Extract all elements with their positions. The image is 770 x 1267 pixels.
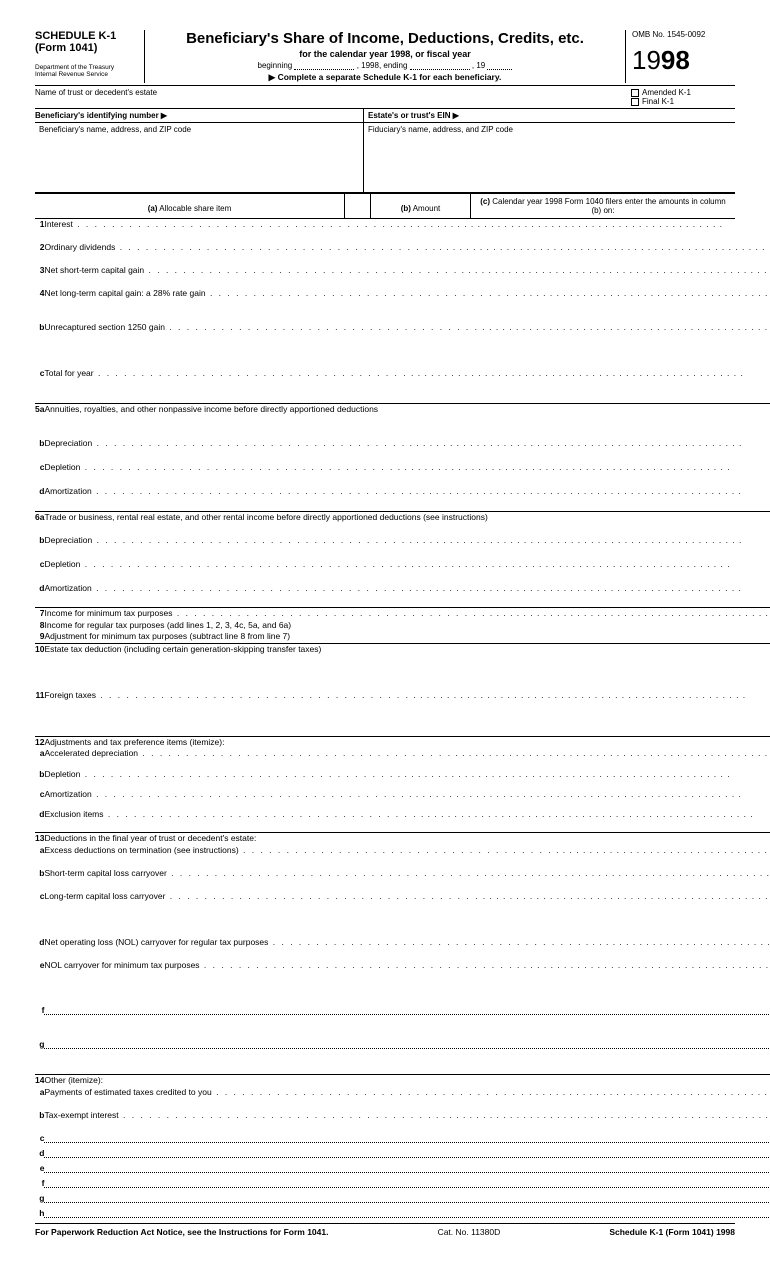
line-14h: h14h	[35, 1208, 770, 1223]
line-14d: d14d	[35, 1148, 770, 1163]
line-3: 3Net short-term capital gain . . . . . .…	[35, 265, 770, 288]
col-num-header	[345, 194, 371, 218]
line-6a: 6aTrade or business, rental real estate,…	[35, 511, 770, 534]
line-6d: dAmortization . . . . . . . . . . . . . …	[35, 583, 770, 608]
line-12c: cAmortization . . . . . . . . . . . . . …	[35, 789, 770, 809]
col-b-header: (b) Amount	[371, 194, 471, 218]
line-14c-field[interactable]	[44, 1133, 770, 1143]
line-14d-field[interactable]	[44, 1148, 770, 1158]
line-12a: aAccelerated depreciation . . . . . . . …	[35, 748, 770, 768]
line-13: 13Deductions in the final year of trust …	[35, 833, 770, 845]
header-left: SCHEDULE K-1 (Form 1041) Department of t…	[35, 30, 145, 83]
line-13f-field[interactable]	[44, 1005, 770, 1015]
address-row: Beneficiary's name, address, and ZIP cod…	[35, 123, 735, 193]
column-headers: (a) (a) Allocable share itemAllocable sh…	[35, 193, 735, 219]
line-1: 1Interest . . . . . . . . . . . . . . . …	[35, 219, 770, 242]
line-14h-field[interactable]	[44, 1208, 770, 1218]
id-row: Beneficiary's identifying number ▶ Estat…	[35, 109, 735, 123]
line-9: 9Adjustment for minimum tax purposes (su…	[35, 631, 770, 643]
beneficiary-address-label: Beneficiary's name, address, and ZIP cod…	[35, 123, 364, 192]
line-14b: bTax-exempt interest . . . . . . . . . .…	[35, 1110, 770, 1133]
end-date-field[interactable]	[410, 62, 470, 70]
line-13f: f13fInclude on the applicable line of th…	[35, 1005, 770, 1039]
line-8: 8Income for regular tax purposes (add li…	[35, 620, 770, 631]
footer-notice: For Paperwork Reduction Act Notice, see …	[35, 1227, 328, 1237]
form-footer: For Paperwork Reduction Act Notice, see …	[35, 1223, 735, 1237]
final-checkbox[interactable]	[631, 98, 639, 106]
footer-formid: Schedule K-1 (Form 1041) 1998	[609, 1227, 735, 1237]
line-11: 11Foreign taxes . . . . . . . . . . . . …	[35, 690, 770, 736]
line-14: 14Other (itemize):	[35, 1075, 770, 1087]
col-a-header: (a) (a) Allocable share itemAllocable sh…	[35, 194, 345, 218]
line-13b: bShort-term capital loss carryover . . .…	[35, 868, 770, 891]
line-5b: bDepreciation . . . . . . . . . . . . . …	[35, 438, 770, 462]
line-14e-field[interactable]	[44, 1163, 770, 1173]
line-10: 10Estate tax deduction (including certai…	[35, 643, 770, 689]
end-year-field[interactable]	[487, 62, 512, 70]
schedule-label: SCHEDULE K-1	[35, 30, 140, 42]
line-4b: bUnrecaptured section 1250 gain . . . . …	[35, 322, 770, 368]
line-13c: cLong-term capital loss carryover . . . …	[35, 891, 770, 937]
line-14e: e14e	[35, 1163, 770, 1178]
line-5d: dAmortization . . . . . . . . . . . . . …	[35, 486, 770, 511]
form-body-table: 1Interest . . . . . . . . . . . . . . . …	[35, 219, 770, 1223]
form-header: SCHEDULE K-1 (Form 1041) Department of t…	[35, 30, 735, 86]
line-14a: aPayments of estimated taxes credited to…	[35, 1087, 770, 1110]
line-12d: dExclusion items . . . . . . . . . . . .…	[35, 809, 770, 832]
form-subtitle: for the calendar year 1998, or fiscal ye…	[151, 49, 619, 59]
amended-checkbox[interactable]	[631, 89, 639, 97]
form-number: (Form 1041)	[35, 42, 140, 54]
line-12b: bDepletion . . . . . . . . . . . . . . .…	[35, 769, 770, 789]
begin-date-field[interactable]	[294, 62, 354, 70]
line-5a: 5aAnnuities, royalties, and other nonpas…	[35, 403, 770, 438]
fiduciary-address-label: Fiduciary's name, address, and ZIP code	[364, 123, 735, 192]
line-6c: cDepletion . . . . . . . . . . . . . . .…	[35, 559, 770, 583]
dept-label: Department of the Treasury Internal Reve…	[35, 64, 140, 78]
k1-type-checks: Amended K-1 Final K-1	[625, 86, 735, 108]
tax-year: 1998	[632, 45, 735, 76]
trust-name-label: Name of trust or decedent's estate	[35, 86, 625, 108]
line-2: 2Ordinary dividends . . . . . . . . . . …	[35, 242, 770, 265]
col-c-header: (c) Calendar year 1998 Form 1040 filers …	[471, 194, 735, 218]
complete-note: ▶ Complete a separate Schedule K-1 for e…	[151, 72, 619, 83]
name-row: Name of trust or decedent's estate Amend…	[35, 86, 735, 109]
line-4: 4Net long-term capital gain: a 28% rate …	[35, 288, 770, 322]
line-14f-field[interactable]	[44, 1178, 770, 1188]
line-13a: aExcess deductions on termination (see i…	[35, 845, 770, 868]
line-14g: g14g	[35, 1193, 770, 1208]
line-13g: g13g	[35, 1039, 770, 1074]
line-6b: bDepreciation . . . . . . . . . . . . . …	[35, 535, 770, 559]
footer-catno: Cat. No. 11380D	[438, 1227, 501, 1237]
line-12: 12Adjustments and tax preference items (…	[35, 736, 770, 748]
line-13d: dNet operating loss (NOL) carryover for …	[35, 937, 770, 960]
header-center: Beneficiary's Share of Income, Deduction…	[145, 30, 625, 83]
omb-number: OMB No. 1545-0092	[632, 30, 735, 39]
line-5c: cDepletion . . . . . . . . . . . . . . .…	[35, 462, 770, 486]
estate-ein-label: Estate's or trust's EIN ▶	[364, 109, 735, 122]
beneficiary-id-label: Beneficiary's identifying number ▶	[35, 109, 364, 122]
line-7: 7Income for minimum tax purposes . . . .…	[35, 608, 770, 620]
line-14c: c14cInclude on the applicable line of th…	[35, 1133, 770, 1148]
line-4c: cTotal for year . . . . . . . . . . . . …	[35, 368, 770, 403]
line-14g-field[interactable]	[44, 1193, 770, 1203]
line-14f: f14f	[35, 1178, 770, 1193]
line-13e: eNOL carryover for minimum tax purposes …	[35, 960, 770, 1006]
form-title: Beneficiary's Share of Income, Deduction…	[151, 30, 619, 47]
line-13g-field[interactable]	[44, 1039, 770, 1049]
header-right: OMB No. 1545-0092 1998	[625, 30, 735, 83]
fiscal-dates: beginning , 1998, ending , 19	[151, 61, 619, 70]
